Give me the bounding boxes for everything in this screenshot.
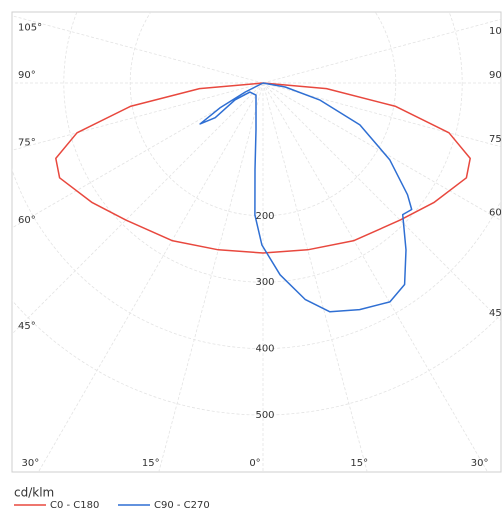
grid-ray — [262, 18, 501, 84]
r-tick-label: 400 — [255, 344, 274, 355]
theta-tick-label: 0° — [249, 458, 260, 469]
legend-label: C0 - C180 — [50, 500, 99, 511]
theta-tick-label: 75° — [18, 137, 36, 148]
theta-tick-label: 90° — [18, 70, 36, 81]
legend-label: C90 - C270 — [154, 500, 210, 511]
theta-tick-label: 30° — [471, 458, 489, 469]
theta-tick-label: 60° — [18, 215, 36, 226]
legend: C0 - C180 C90 - C270 — [14, 500, 210, 511]
labels: 200 300 400 500 105° 90° 75° 60° 45° 30° 15° 0° 15° 3… — [18, 23, 502, 469]
r-tick-label: 300 — [255, 277, 274, 288]
grid-ray — [12, 15, 264, 84]
theta-tick-label: 15° — [142, 458, 160, 469]
grid-ray — [12, 82, 264, 229]
theta-tick-label: 15° — [350, 458, 368, 469]
theta-tick-label: 105° — [489, 26, 502, 37]
theta-tick-label: 75° — [489, 134, 502, 145]
grid-ray — [158, 82, 264, 472]
theta-tick-label: 105° — [18, 23, 42, 34]
theta-tick-label: 60° — [489, 207, 502, 218]
grid-circle — [63, 12, 463, 283]
unit-label: cd/klm — [14, 486, 54, 500]
grid-ray — [262, 82, 368, 472]
theta-tick-label: 45° — [18, 321, 36, 332]
series-line — [55, 82, 471, 254]
grid-ray — [262, 82, 501, 322]
r-tick-label: 200 — [255, 211, 274, 222]
theta-tick-label: 30° — [22, 458, 40, 469]
theta-tick-label: 45° — [489, 308, 502, 319]
plot-area — [55, 82, 471, 313]
r-tick-label: 500 — [255, 410, 274, 421]
grid-ray — [12, 82, 264, 151]
series-line — [199, 82, 413, 313]
theta-tick-label: 90° — [489, 70, 502, 81]
plot-frame — [11, 11, 502, 473]
grid-ray — [12, 82, 264, 335]
